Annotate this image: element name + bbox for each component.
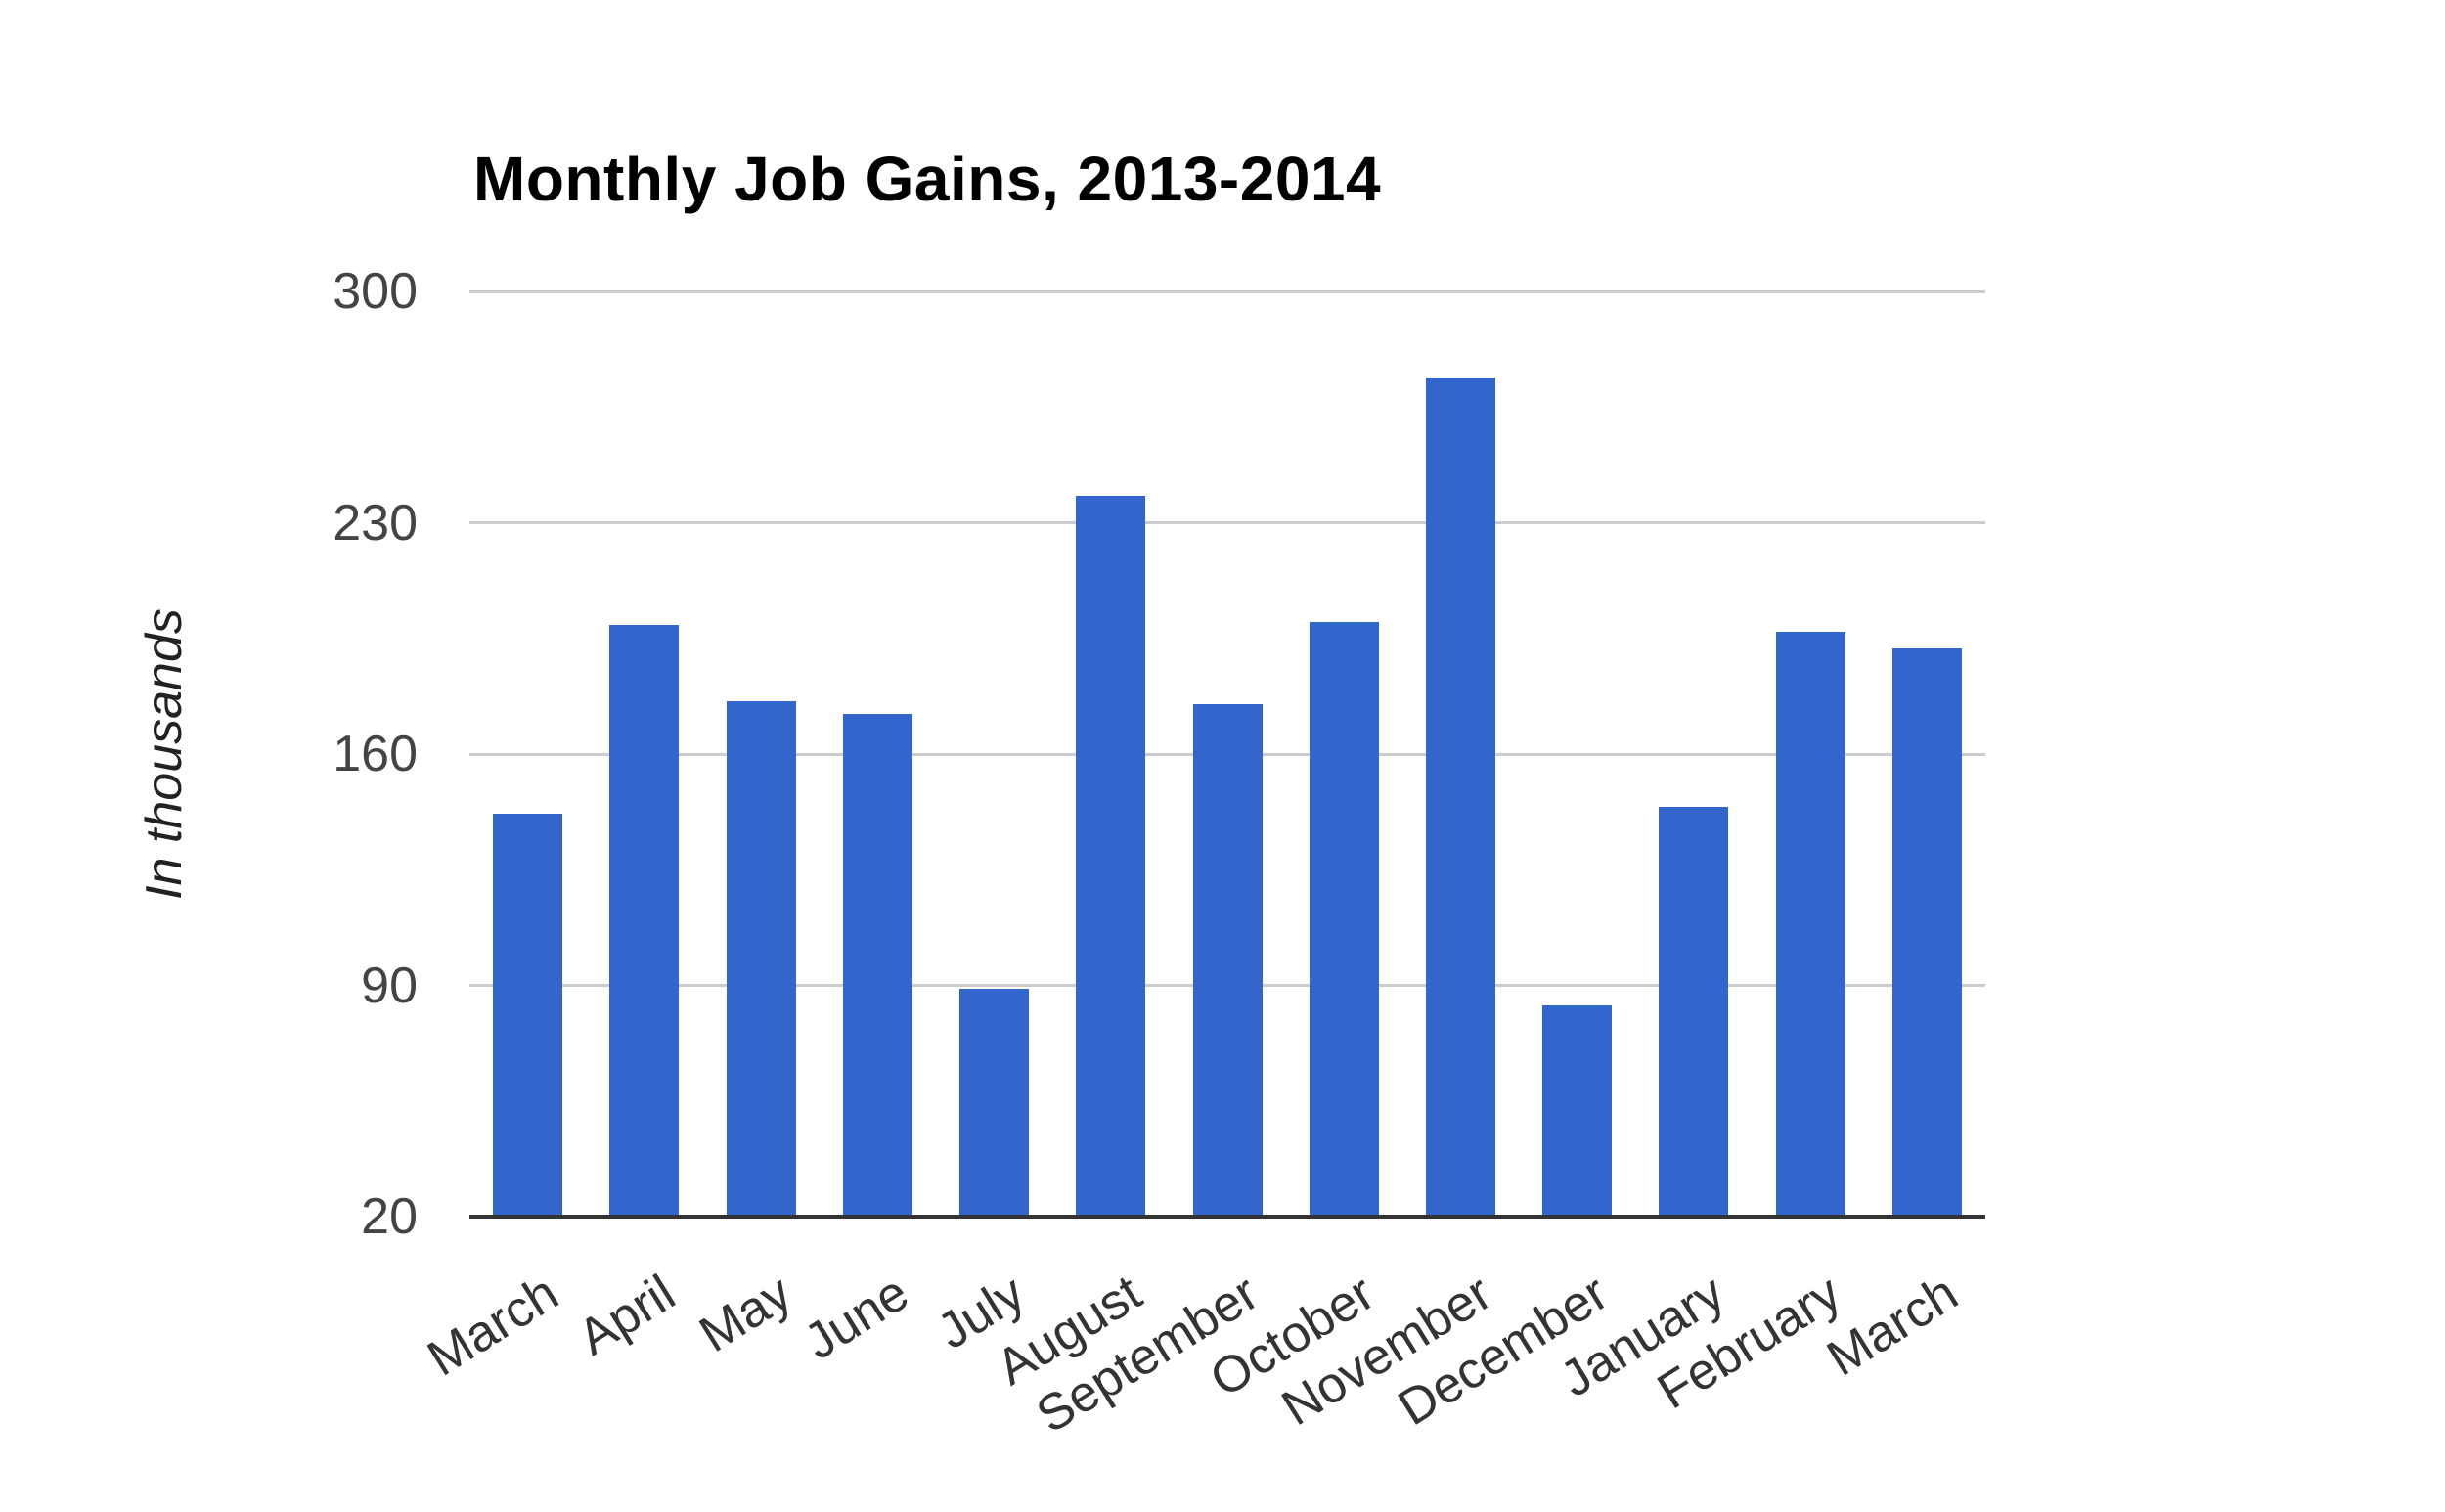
bar-11-january[interactable]: [1659, 807, 1729, 1217]
bar-1-march[interactable]: [493, 813, 563, 1217]
y-tick-label-20: 20: [361, 1188, 418, 1245]
x-axis-label-13-march: March: [1817, 1264, 1968, 1388]
chart-title: Monthly Job Gains, 2013-2014: [473, 144, 1382, 214]
bar-8-october[interactable]: [1309, 621, 1379, 1217]
bar-9-november[interactable]: [1425, 377, 1495, 1217]
bar-3-may[interactable]: [726, 700, 796, 1217]
y-tick-label-90: 90: [361, 956, 418, 1014]
plot-area: [469, 289, 1985, 1219]
x-axis-label-2-april: April: [568, 1264, 686, 1367]
gridline-300: [469, 289, 1985, 293]
bar-series: [469, 291, 1985, 1217]
x-axis-label-1-march: March: [418, 1264, 568, 1388]
y-tick-label-160: 160: [333, 726, 418, 782]
bar-2-april[interactable]: [609, 625, 680, 1217]
x-axis-label-3-may: May: [689, 1264, 802, 1364]
bar-12-february[interactable]: [1775, 632, 1845, 1217]
y-tick-label-230: 230: [333, 494, 418, 552]
y-axis-title: In thousands: [136, 608, 193, 900]
x-axis-line: [469, 1215, 1985, 1219]
y-tick-label-300: 300: [333, 263, 418, 320]
bar-10-december[interactable]: [1542, 1004, 1613, 1217]
bar-7-september[interactable]: [1192, 704, 1263, 1217]
x-axis-label-4-june: June: [794, 1264, 918, 1371]
gridline-230: [469, 521, 1985, 524]
bar-5-july[interactable]: [959, 988, 1030, 1217]
bar-6-august[interactable]: [1076, 496, 1146, 1217]
bar-4-june[interactable]: [842, 714, 912, 1217]
bar-13-march[interactable]: [1891, 647, 1962, 1217]
